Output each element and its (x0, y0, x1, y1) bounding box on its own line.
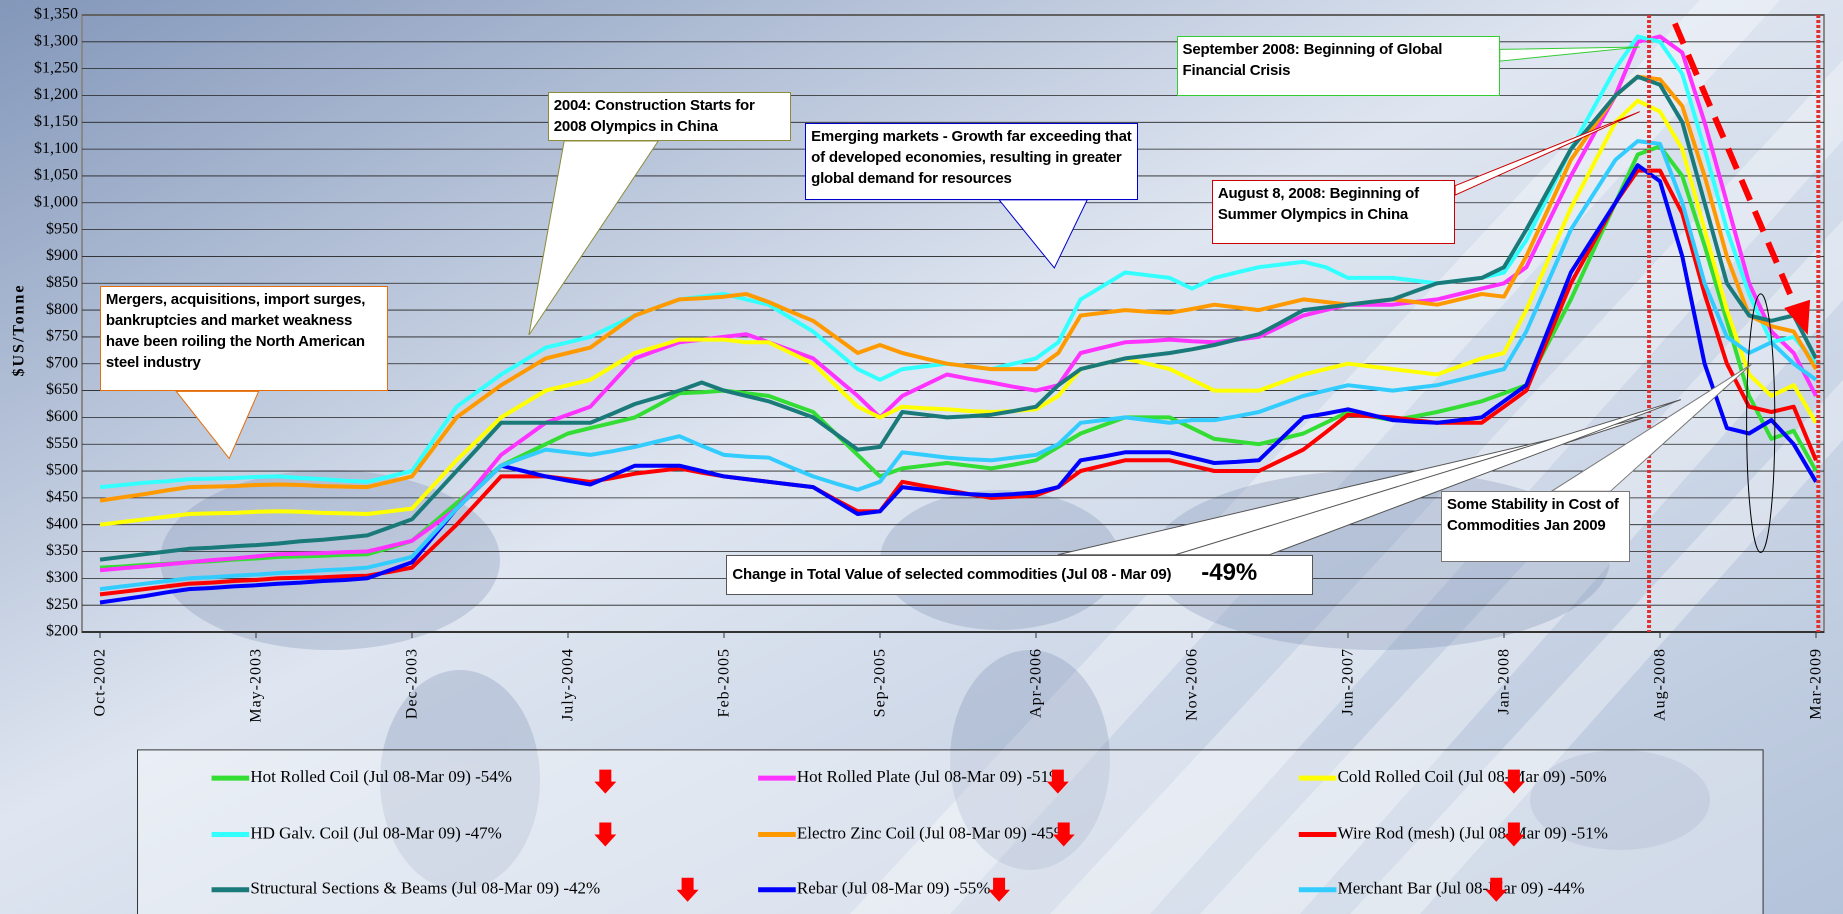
legend-label: Electro Zinc Coil (Jul 08-Mar 09) -45% (797, 823, 1068, 842)
y-tick-label: $1,100 (34, 140, 78, 157)
legend-label: Cold Rolled Coil (Jul 08-Mar 09) -50% (1338, 767, 1607, 786)
x-tick-label: Feb-2005 (716, 648, 733, 717)
legend-label: Wire Rod (mesh) (Jul 08-Mar 09) -51% (1338, 823, 1608, 842)
annotation-pointer (175, 390, 260, 460)
y-tick-label: $250 (46, 596, 78, 613)
annotation-pointer (1454, 111, 1640, 196)
legend-label: Merchant Bar (Jul 08-Mar 09) -44% (1338, 879, 1585, 898)
x-tick-label: May-2003 (248, 648, 265, 723)
trend-arrow-head (1784, 299, 1811, 335)
x-tick-label: July-2004 (560, 648, 577, 721)
annotation: Change in Total Value of selected commod… (726, 554, 1313, 595)
y-tick-label: $600 (46, 408, 78, 425)
y-tick-label: $650 (46, 381, 78, 398)
legend-label: Hot Rolled Plate (Jul 08-Mar 09) -51% (797, 767, 1063, 786)
annotation-pointer (998, 199, 1089, 269)
y-tick-label: $1,200 (34, 86, 78, 103)
y-tick-label: $1,250 (34, 59, 78, 76)
down-arrow-icon (1052, 822, 1075, 847)
y-tick-label: $1,050 (34, 167, 78, 184)
down-arrow-icon (1502, 769, 1525, 794)
annotation-pointer (528, 140, 660, 336)
y-tick-label: $1,350 (34, 6, 78, 23)
down-arrow-icon (1502, 822, 1525, 847)
y-tick-label: $400 (46, 515, 78, 532)
series-line (99, 163, 1818, 605)
y-tick-label: $800 (46, 301, 78, 318)
y-tick-label: $500 (46, 462, 78, 479)
series-line (99, 74, 1818, 503)
legend-label: Hot Rolled Coil (Jul 08-Mar 09) -54% (250, 767, 512, 786)
annotation: 2004: Construction Starts for 2008 Olymp… (547, 91, 792, 142)
annotation: Some Stability in Cost of Commodities Ja… (1441, 491, 1631, 562)
y-tick-label: $1,000 (34, 193, 78, 210)
trend-arrow (1672, 22, 1799, 310)
y-tick-label: $850 (46, 274, 78, 291)
legend-label: Structural Sections & Beams (Jul 08-Mar … (250, 879, 600, 898)
y-tick-label: $900 (46, 247, 78, 264)
y-tick-label: $1,150 (34, 113, 78, 130)
annotation: Emerging markets - Growth far exceeding … (805, 123, 1138, 200)
series-line (99, 139, 1818, 592)
x-tick-label: Sep-2005 (872, 648, 889, 717)
y-tick-label: $750 (46, 328, 78, 345)
y-tick-label: $450 (46, 489, 78, 506)
highlight-ellipse (1746, 293, 1776, 553)
down-arrow-icon (676, 877, 699, 902)
y-tick-label: $700 (46, 354, 78, 371)
x-tick-label: Mar-2009 (1808, 648, 1825, 720)
y-tick-label: $950 (46, 220, 78, 237)
y-tick-label: $550 (46, 435, 78, 452)
annotation: Mergers, acquisitions, import surges, ba… (99, 285, 388, 392)
x-tick-label: Jun-2007 (1340, 648, 1357, 716)
annotation-pointer (1499, 46, 1640, 62)
series-line (99, 98, 1818, 527)
x-tick-label: Jan-2008 (1496, 648, 1513, 715)
y-tick-label: $1,300 (34, 32, 78, 49)
annotation: August 8, 2008: Beginning of Summer Olym… (1211, 179, 1456, 245)
down-arrow-icon (988, 877, 1011, 902)
x-tick-label: Nov-2006 (1184, 648, 1201, 721)
legend-label: HD Galv. Coil (Jul 08-Mar 09) -47% (250, 823, 502, 842)
y-tick-label: $350 (46, 542, 78, 559)
y-axis-label: $US/Tonne (11, 284, 28, 377)
annotation: September 2008: Beginning of Global Fina… (1176, 36, 1500, 97)
down-arrow-icon (594, 822, 617, 847)
down-arrow-icon (1046, 769, 1069, 794)
legend-label: Rebar (Jul 08-Mar 09) -55% (797, 879, 991, 898)
down-arrow-icon (594, 769, 617, 794)
y-tick-label: $300 (46, 569, 78, 586)
x-tick-label: Apr-2006 (1028, 648, 1045, 718)
x-tick-label: Aug-2008 (1652, 648, 1669, 721)
x-tick-label: Oct-2002 (92, 648, 109, 716)
annotation: -49% (1201, 559, 1258, 587)
y-tick-label: $200 (46, 623, 78, 640)
series-line (99, 74, 1818, 562)
x-tick-label: Dec-2003 (404, 648, 421, 719)
down-arrow-icon (1485, 877, 1508, 902)
series-line (99, 34, 1818, 573)
